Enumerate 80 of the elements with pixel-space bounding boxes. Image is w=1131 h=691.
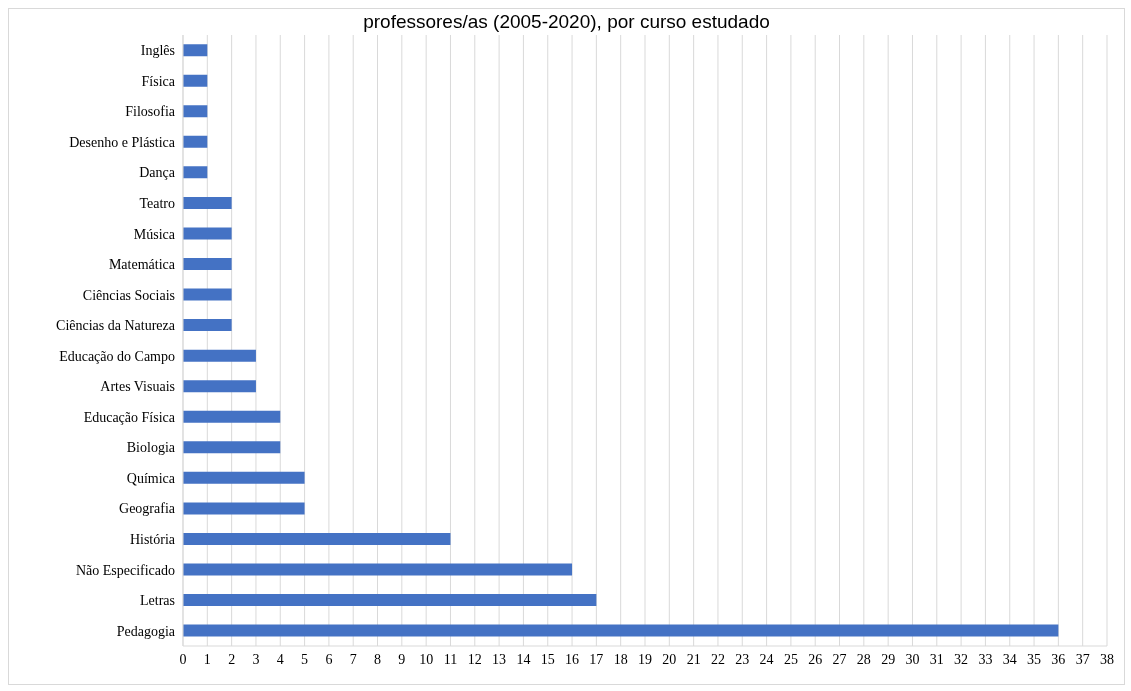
bar xyxy=(183,380,256,393)
x-tick-label: 8 xyxy=(374,651,382,667)
y-tick-label: Pedagogia xyxy=(116,623,176,639)
x-tick-label: 13 xyxy=(492,651,507,667)
y-tick-label: Não Especificado xyxy=(75,562,175,578)
x-tick-label: 1 xyxy=(203,651,211,667)
y-tick-label: Teatro xyxy=(139,195,175,211)
y-tick-label: Dança xyxy=(139,165,176,181)
bar xyxy=(183,441,281,454)
bar xyxy=(183,196,232,209)
x-tick-label: 35 xyxy=(1027,651,1042,667)
bar xyxy=(183,319,232,332)
bar xyxy=(183,258,232,271)
x-tick-label: 37 xyxy=(1075,651,1090,667)
x-tick-label: 26 xyxy=(808,651,823,667)
bar xyxy=(183,288,232,301)
bar xyxy=(183,563,573,576)
y-tick-label: Química xyxy=(126,470,176,486)
bar xyxy=(183,166,208,179)
x-tick-label: 28 xyxy=(856,651,871,667)
x-tick-label: 10 xyxy=(419,651,434,667)
bar xyxy=(183,594,597,607)
x-tick-label: 3 xyxy=(252,651,260,667)
x-tick-label: 34 xyxy=(1002,651,1017,667)
y-tick-label: Ciências Sociais xyxy=(82,287,175,303)
x-tick-label: 6 xyxy=(325,651,333,667)
x-tick-label: 30 xyxy=(905,651,920,667)
x-tick-label: 17 xyxy=(589,651,604,667)
x-tick-label: 12 xyxy=(467,651,482,667)
x-tick-label: 11 xyxy=(443,651,458,667)
x-tick-label: 14 xyxy=(516,651,531,667)
y-tick-label: Educação Física xyxy=(83,409,176,425)
x-tick-label: 20 xyxy=(662,651,677,667)
y-tick-label: Inglês xyxy=(140,43,175,59)
bar xyxy=(183,135,208,148)
bar xyxy=(183,105,208,118)
x-tick-label: 5 xyxy=(301,651,309,667)
y-tick-label: Biologia xyxy=(126,440,176,456)
x-tick-label: 23 xyxy=(735,651,750,667)
y-tick-label: Educação do Campo xyxy=(59,348,175,364)
x-tick-label: 38 xyxy=(1100,651,1114,667)
x-tick-label: 27 xyxy=(832,651,847,667)
y-tick-label: Geografia xyxy=(119,501,176,517)
bar xyxy=(183,44,208,57)
chart-title: professores/as (2005-2020), por curso estudado xyxy=(362,11,771,34)
y-tick-label: Matemática xyxy=(108,257,176,273)
x-tick-label: 19 xyxy=(638,651,652,667)
x-tick-label: 18 xyxy=(613,651,628,667)
bar xyxy=(183,471,305,484)
x-tick-label: 2 xyxy=(228,651,236,667)
bar xyxy=(183,410,281,423)
x-tick-label: 25 xyxy=(783,651,798,667)
bar xyxy=(183,227,232,240)
y-tick-label: Artes Visuais xyxy=(100,379,175,395)
y-tick-label: Música xyxy=(133,226,176,242)
x-tick-label: 7 xyxy=(349,651,357,667)
x-tick-label: 15 xyxy=(540,651,555,667)
y-tick-label: Ciências da Natureza xyxy=(56,318,176,334)
bar xyxy=(183,624,1059,637)
x-tick-label: 0 xyxy=(179,651,187,667)
x-tick-label: 24 xyxy=(759,651,774,667)
x-tick-label: 29 xyxy=(881,651,896,667)
y-tick-label: Desenho e Plástica xyxy=(69,134,176,150)
y-tick-label: Letras xyxy=(140,593,175,609)
x-tick-label: 33 xyxy=(978,651,993,667)
y-tick-label: História xyxy=(129,532,176,548)
x-tick-label: 32 xyxy=(954,651,969,667)
x-tick-label: 21 xyxy=(686,651,701,667)
x-tick-label: 22 xyxy=(710,651,725,667)
y-tick-label: Filosofia xyxy=(125,104,176,120)
x-tick-label: 16 xyxy=(565,651,580,667)
x-tick-label: 4 xyxy=(276,651,284,667)
bar xyxy=(183,74,208,87)
bar xyxy=(183,532,451,545)
bar xyxy=(183,502,305,515)
bar xyxy=(183,349,256,362)
x-tick-label: 9 xyxy=(398,651,406,667)
x-tick-label: 31 xyxy=(929,651,944,667)
x-tick-label: 36 xyxy=(1051,651,1066,667)
y-tick-label: Física xyxy=(141,73,176,89)
